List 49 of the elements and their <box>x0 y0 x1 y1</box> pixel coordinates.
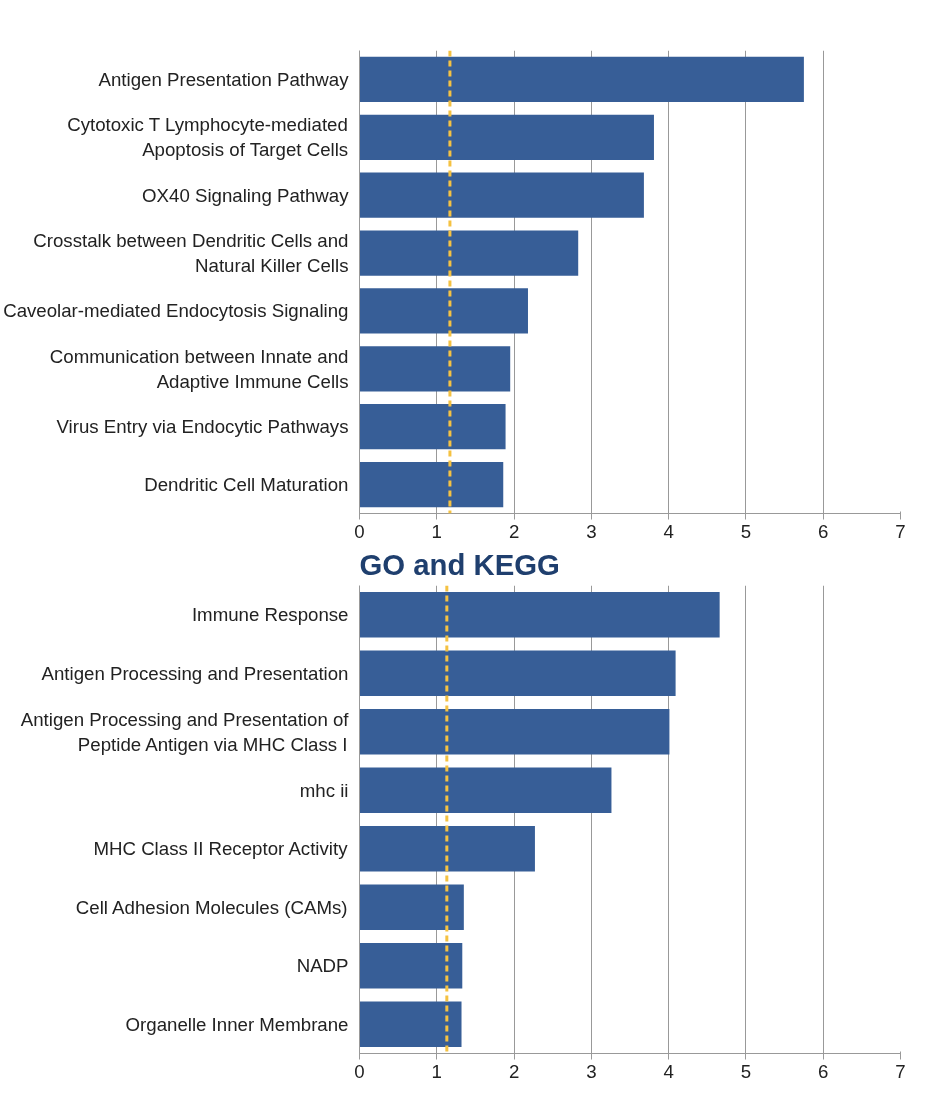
y-tick-label: Antigen Presentation Pathway <box>98 68 350 90</box>
y-tick-label: Immune Response <box>191 604 349 626</box>
x-tick-label: 7 <box>895 1060 906 1082</box>
bar <box>359 404 506 450</box>
x-tick-label: 1 <box>431 1060 442 1082</box>
chart-title: GO and KEGG <box>359 547 560 581</box>
x-tick-label: 4 <box>663 1060 674 1082</box>
bar <box>359 1001 462 1048</box>
bar <box>359 884 464 931</box>
bar <box>359 591 720 638</box>
bar <box>359 230 579 276</box>
bar <box>359 172 644 218</box>
y-tick-label: Crosstalk between Dendritic Cells and Natural Killer Cells <box>33 229 349 277</box>
y-tick-label: Cell Adhesion Molecules (CAMs) <box>75 896 348 918</box>
x-tick-label: 7 <box>895 520 906 542</box>
bar <box>359 767 612 814</box>
bar <box>359 942 463 989</box>
y-tick-label: Antigen Processing and Presentation <box>41 662 349 684</box>
x-tick-label: 4 <box>663 520 674 542</box>
x-tick-label: 5 <box>740 520 752 542</box>
x-tick-label: 3 <box>586 1060 597 1082</box>
y-tick-label: Cytotoxic T Lymphocyte-mediated Apoptosis of Target Cells <box>67 114 349 161</box>
y-tick-label: mhc ii <box>299 779 349 801</box>
y-tick-label: NADP <box>296 955 349 977</box>
bar <box>359 346 511 392</box>
x-tick-label: 6 <box>818 1060 829 1082</box>
x-tick-label: 5 <box>740 1060 752 1082</box>
bar <box>359 114 654 160</box>
y-tick-label: MHC Class II Receptor Activity <box>93 838 349 860</box>
y-tick-label: Dendritic Cell Maturation <box>144 474 349 496</box>
y-tick-label: Communication between Innate and Adaptive Immune Cells <box>49 345 349 392</box>
y-tick-label: OX40 Signaling Pathway <box>142 184 350 206</box>
x-tick-label: 0 <box>354 520 365 542</box>
bar <box>359 825 535 872</box>
y-tick-label: Antigen Processing and Presentation of Peptide Antigen via MHC Class I <box>20 708 350 755</box>
bar <box>359 288 528 334</box>
bar <box>359 56 804 103</box>
x-tick-label: 3 <box>586 520 597 542</box>
bar <box>359 708 670 755</box>
x-tick-label: 2 <box>508 520 520 542</box>
bar <box>359 650 676 697</box>
y-tick-label: Virus Entry via Endocytic Pathways <box>56 416 349 438</box>
x-tick-label: 1 <box>431 520 442 542</box>
bar <box>359 461 504 508</box>
x-tick-label: 2 <box>508 1060 520 1082</box>
x-tick-label: 6 <box>818 520 829 542</box>
y-tick-label: Caveolar-mediated Endocytosis Signaling <box>3 300 349 322</box>
y-tick-label: Organelle Inner Membrane <box>125 1013 349 1035</box>
x-tick-label: 0 <box>354 1060 365 1082</box>
